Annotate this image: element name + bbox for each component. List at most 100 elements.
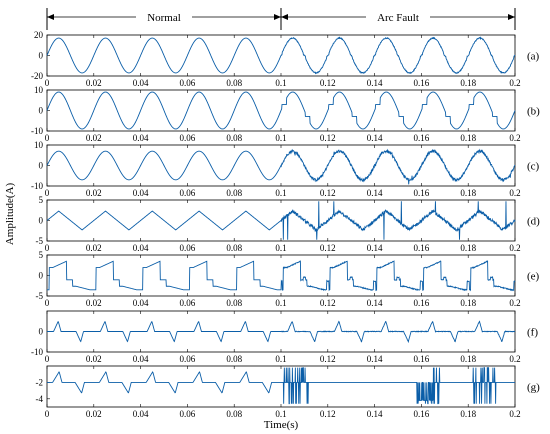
x-tick-label: 0.08 xyxy=(226,354,242,364)
x-tick-label: 0.02 xyxy=(86,78,102,88)
waveform-line xyxy=(46,91,516,130)
normal-label-bg xyxy=(143,11,185,25)
x-tick-label: 0.16 xyxy=(414,354,430,364)
panel-b: 100-100 0.02 0.04 0.06 0.08 0.1 0.12 0.14 0.16 0.… xyxy=(31,85,540,143)
x-tick-label: 0.06 xyxy=(180,133,196,143)
x-tick-label: 0.12 xyxy=(320,133,336,143)
panel-g: -2 -40 0.02 0.04 0.06 0.08 0.1 0.12 0.14 0.16 0.18… xyxy=(36,365,540,419)
panels: 200-200 0.02 0.04 0.06 0.08 0.1 0.12 0.14 0.16 0.… xyxy=(31,30,540,419)
y-tick-label: 0 xyxy=(39,51,44,61)
x-tick-label: 0.1 xyxy=(275,354,286,364)
arrowhead-normal-end xyxy=(274,14,281,20)
y-tick-label: -2 xyxy=(36,377,44,387)
x-tick-label: 0.12 xyxy=(320,409,336,419)
arrowhead-arc-end xyxy=(508,14,515,20)
x-tick-label: 0.18 xyxy=(460,298,476,308)
x-tick-label: 0.2 xyxy=(509,298,520,308)
y-tick-label: 0 xyxy=(39,161,44,171)
y-tick-label: -10 xyxy=(31,126,43,136)
x-tick-label: 0.18 xyxy=(460,133,476,143)
x-tick-label: 0.2 xyxy=(509,78,520,88)
x-tick-label: 0 xyxy=(45,409,50,419)
x-tick-label: 0.02 xyxy=(86,354,102,364)
x-tick-label: 0.12 xyxy=(320,78,336,88)
x-tick-label: 0.06 xyxy=(180,78,196,88)
x-tick-label: 0.04 xyxy=(133,354,149,364)
y-tick-label: 0 xyxy=(39,106,44,116)
x-tick-label: 0.18 xyxy=(460,409,476,419)
panel-label: (g) xyxy=(527,382,540,394)
x-tick-label: 0.16 xyxy=(414,409,430,419)
panel-frame xyxy=(46,365,516,408)
x-tick-label: 0.14 xyxy=(367,354,383,364)
x-tick-label: 0.04 xyxy=(133,133,149,143)
x-tick-label: 0.14 xyxy=(367,78,383,88)
waveform-line xyxy=(46,201,516,240)
x-tick-label: 0 xyxy=(45,243,50,253)
y-tick-label: 0 xyxy=(39,327,44,337)
x-tick-label: 0.02 xyxy=(86,243,102,253)
waveform-line xyxy=(46,148,516,185)
x-tick-label: 0.02 xyxy=(86,409,102,419)
x-tick-label: 0.16 xyxy=(414,243,430,253)
y-tick-label: -10 xyxy=(31,181,43,191)
x-tick-label: 0.18 xyxy=(460,188,476,198)
x-tick-label: 0.1 xyxy=(275,243,286,253)
figure-header: Normal Arc Fault xyxy=(46,8,516,30)
x-tick-label: 0.2 xyxy=(509,133,520,143)
x-tick-label: 0.04 xyxy=(133,188,149,198)
x-axis-label: Time(s) xyxy=(264,419,299,431)
y-tick-label: 0 xyxy=(39,216,44,226)
x-tick-label: 0.14 xyxy=(367,188,383,198)
y-tick-label: -5 xyxy=(36,291,44,301)
x-tick-label: 0.06 xyxy=(180,243,196,253)
arrowhead-normal-start xyxy=(47,14,54,20)
x-tick-label: 0 xyxy=(45,354,50,364)
x-tick-label: 0.08 xyxy=(226,188,242,198)
waveform-line xyxy=(46,36,516,75)
panel-label: (c) xyxy=(527,161,540,173)
x-tick-label: 0.16 xyxy=(414,133,430,143)
x-tick-label: 0.18 xyxy=(460,78,476,88)
x-tick-label: 0.1 xyxy=(275,298,286,308)
x-tick-label: 0.1 xyxy=(275,133,286,143)
arrowhead-arc-start xyxy=(281,14,288,20)
x-tick-label: 0.02 xyxy=(86,298,102,308)
x-tick-label: 0.08 xyxy=(226,78,242,88)
y-tick-label: -4 xyxy=(36,394,44,404)
x-tick-label: 0.06 xyxy=(180,409,196,419)
x-tick-label: 0.04 xyxy=(133,78,149,88)
x-tick-label: 0.1 xyxy=(275,409,286,419)
x-tick-label: 0.2 xyxy=(509,409,520,419)
x-tick-label: 0.02 xyxy=(86,188,102,198)
y-tick-label: 5 xyxy=(39,195,44,205)
x-tick-label: 0.04 xyxy=(133,409,149,419)
x-tick-label: 0.16 xyxy=(414,78,430,88)
normal-label: Normal xyxy=(147,12,181,24)
x-tick-label: 0 xyxy=(45,133,50,143)
panel-label: (f) xyxy=(527,327,538,339)
x-tick-label: 0.04 xyxy=(133,243,149,253)
y-tick-label: 5 xyxy=(39,250,44,260)
arc-fault-label: Arc Fault xyxy=(377,12,419,24)
x-tick-label: 0.12 xyxy=(320,354,336,364)
x-tick-label: 0.02 xyxy=(86,133,102,143)
x-tick-label: 0.14 xyxy=(367,243,383,253)
x-tick-label: 0.18 xyxy=(460,243,476,253)
arc-label-bg xyxy=(373,11,423,25)
x-tick-label: 0.08 xyxy=(226,133,242,143)
x-tick-label: 0 xyxy=(45,188,50,198)
x-tick-label: 0.14 xyxy=(367,298,383,308)
x-tick-label: 0.12 xyxy=(320,188,336,198)
y-tick-label: -10 xyxy=(31,347,43,357)
panel-f: 0-100 0.02 0.04 0.06 0.08 0.1 0.12 0.14 0.16 0.18… xyxy=(31,310,538,364)
panel-a: 200-200 0.02 0.04 0.06 0.08 0.1 0.12 0.14 0.16 0.… xyxy=(31,30,540,88)
panel-label: (b) xyxy=(527,106,540,118)
x-tick-label: 0 xyxy=(45,78,50,88)
panel-e: 50-50 0.02 0.04 0.06 0.08 0.1 0.12 0.14 0.16 0.18… xyxy=(36,250,540,308)
panel-label: (e) xyxy=(527,271,540,283)
y-tick-label: -20 xyxy=(31,71,43,81)
x-tick-label: 0.04 xyxy=(133,298,149,308)
panel-c: 100-100 0.02 0.04 0.06 0.08 0.1 0.12 0.14 0.16 0.… xyxy=(31,140,540,198)
